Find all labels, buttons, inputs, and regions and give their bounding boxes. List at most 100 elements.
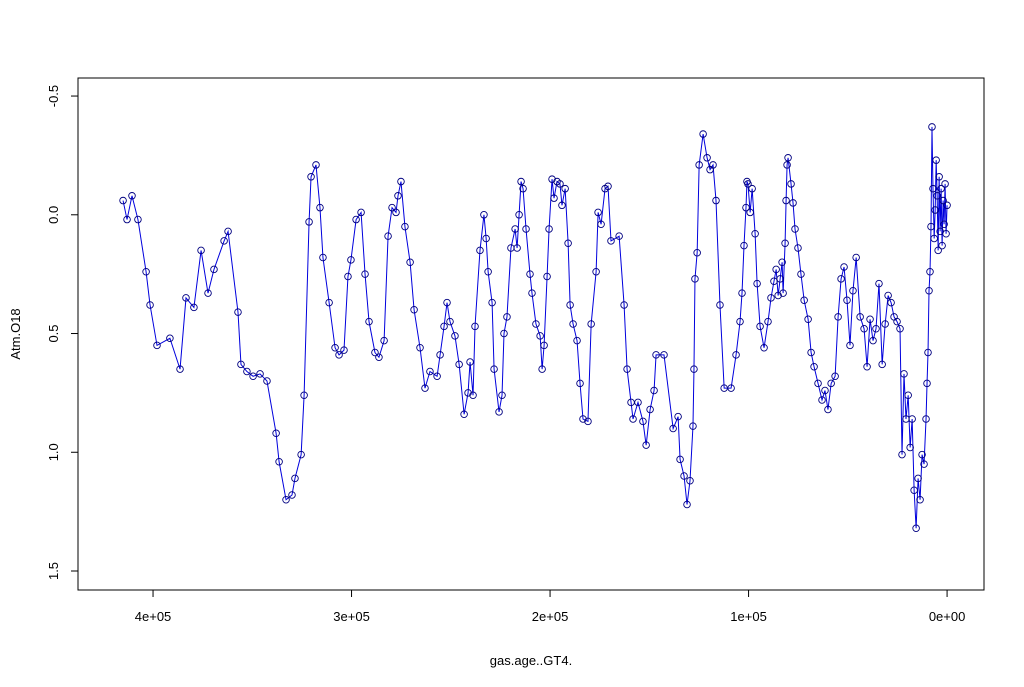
data-point [943,201,951,210]
y-tick-label: -0.5 [46,85,61,107]
data-point [742,203,750,212]
data-point [787,180,795,188]
data-point [925,287,933,295]
data-point [764,317,772,326]
data-point [756,322,764,331]
data-point [476,246,484,255]
data-point [776,275,784,283]
data-point [166,334,174,343]
data-point [484,268,492,276]
data-point [849,287,857,295]
data-point [528,289,536,297]
data-point [357,208,365,217]
data-point [594,208,602,217]
data-point [128,192,136,200]
data-point [860,325,868,333]
data-point [846,341,854,350]
data-point [767,294,775,302]
data-point [482,234,490,243]
data-point [471,322,479,331]
data-point [938,241,946,250]
data-point [837,275,845,283]
data-point [900,370,908,378]
data-point [926,268,934,276]
data-point [548,175,556,183]
data-point [690,365,698,373]
data-point [800,296,808,305]
data-point [249,372,257,381]
data-point [312,161,320,169]
data-point [464,389,472,397]
data-point [466,358,474,366]
data-point [941,180,949,188]
data-point [746,208,754,217]
data-point [597,220,605,229]
data-point [365,317,373,326]
data-point [807,348,815,357]
data-point [291,474,299,483]
y-tick-label: 1.0 [46,443,61,461]
data-point [371,348,379,357]
data-point [446,317,454,326]
data-point [736,317,744,326]
data-point [922,415,930,423]
data-point [224,227,232,236]
data-point [543,272,551,281]
data-point [392,208,400,217]
data-point [783,161,791,169]
y-tick-label: 1.5 [46,562,61,580]
data-point [940,220,948,229]
data-point [153,341,161,350]
y-tick-label: 0.5 [46,324,61,342]
data-point [584,417,592,426]
data-point [774,291,782,300]
data-point [875,279,883,288]
data-point [893,317,901,326]
data-point [556,180,564,188]
data-point [716,301,724,309]
data-point [748,184,756,193]
data-point [272,429,280,438]
data-point [526,270,534,278]
data-point [123,215,131,224]
data-point [440,322,448,331]
data-point [573,336,581,345]
data-point [928,123,936,131]
data-point [689,422,697,430]
data-point [538,365,546,373]
data-point [406,258,414,267]
plot-frame [77,77,985,591]
data-point [197,246,205,255]
data-point [500,329,508,338]
data-point [908,415,916,423]
data-point [934,246,942,255]
data-point [352,215,360,224]
x-tick-label: 4e+05 [135,609,172,624]
data-point [146,301,154,309]
data-point [924,348,932,357]
data-point [669,424,677,433]
data-point [503,313,511,321]
data-point [753,279,761,288]
data-point [784,154,792,162]
data-point [243,367,251,376]
data-point [545,225,553,233]
data-point [693,249,701,257]
data-point [282,496,290,504]
data-point [866,315,874,324]
data-point [878,360,886,369]
data-point [436,351,444,359]
data-point [176,365,184,373]
data-point [797,270,805,278]
data-point [515,211,523,219]
data-point [703,154,711,162]
data-point [288,491,296,499]
data-point [397,177,405,186]
data-point [674,412,682,421]
data-point [566,301,574,309]
data-point [620,301,628,309]
data-point [490,365,498,373]
data-point [738,289,746,297]
data-point [782,196,790,205]
data-point [810,363,818,371]
